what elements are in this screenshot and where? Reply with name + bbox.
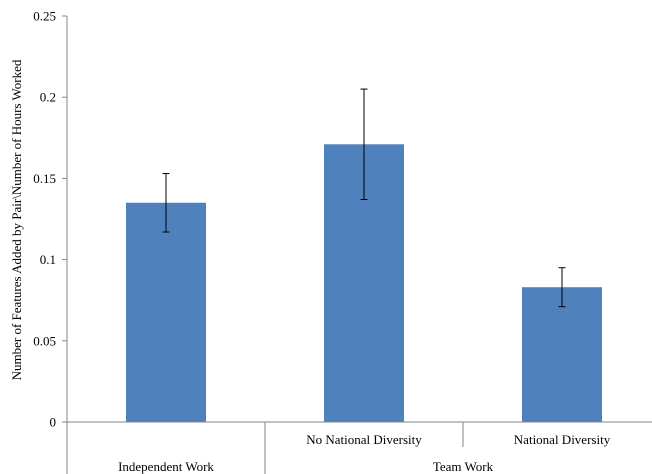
error-bar: [558, 267, 566, 308]
y-axis-label: Number of Features Added by Pair\Number …: [9, 59, 24, 380]
y-tick-label: 0.25: [33, 9, 56, 24]
y-tick-label: 0.05: [33, 333, 56, 348]
y-axis: 0 0.05 0.1 0.15 0.2 0.25: [33, 9, 68, 430]
bar: [126, 202, 206, 422]
group-label: Team Work: [433, 459, 494, 474]
bars: [126, 88, 602, 422]
error-bar: [162, 173, 170, 233]
y-tick-label: 0.1: [40, 252, 56, 267]
y-tick-label: 0.15: [33, 171, 56, 186]
category-label: National Diversity: [514, 432, 611, 447]
y-tick-label: 0.2: [40, 90, 56, 105]
category-label: No National Diversity: [306, 432, 422, 447]
group-label: Independent Work: [118, 459, 214, 474]
y-tick-label: 0: [50, 415, 57, 430]
error-bar: [360, 88, 368, 201]
x-axis: No National Diversity National Diversity I…: [66, 421, 652, 474]
bar: [522, 287, 602, 422]
